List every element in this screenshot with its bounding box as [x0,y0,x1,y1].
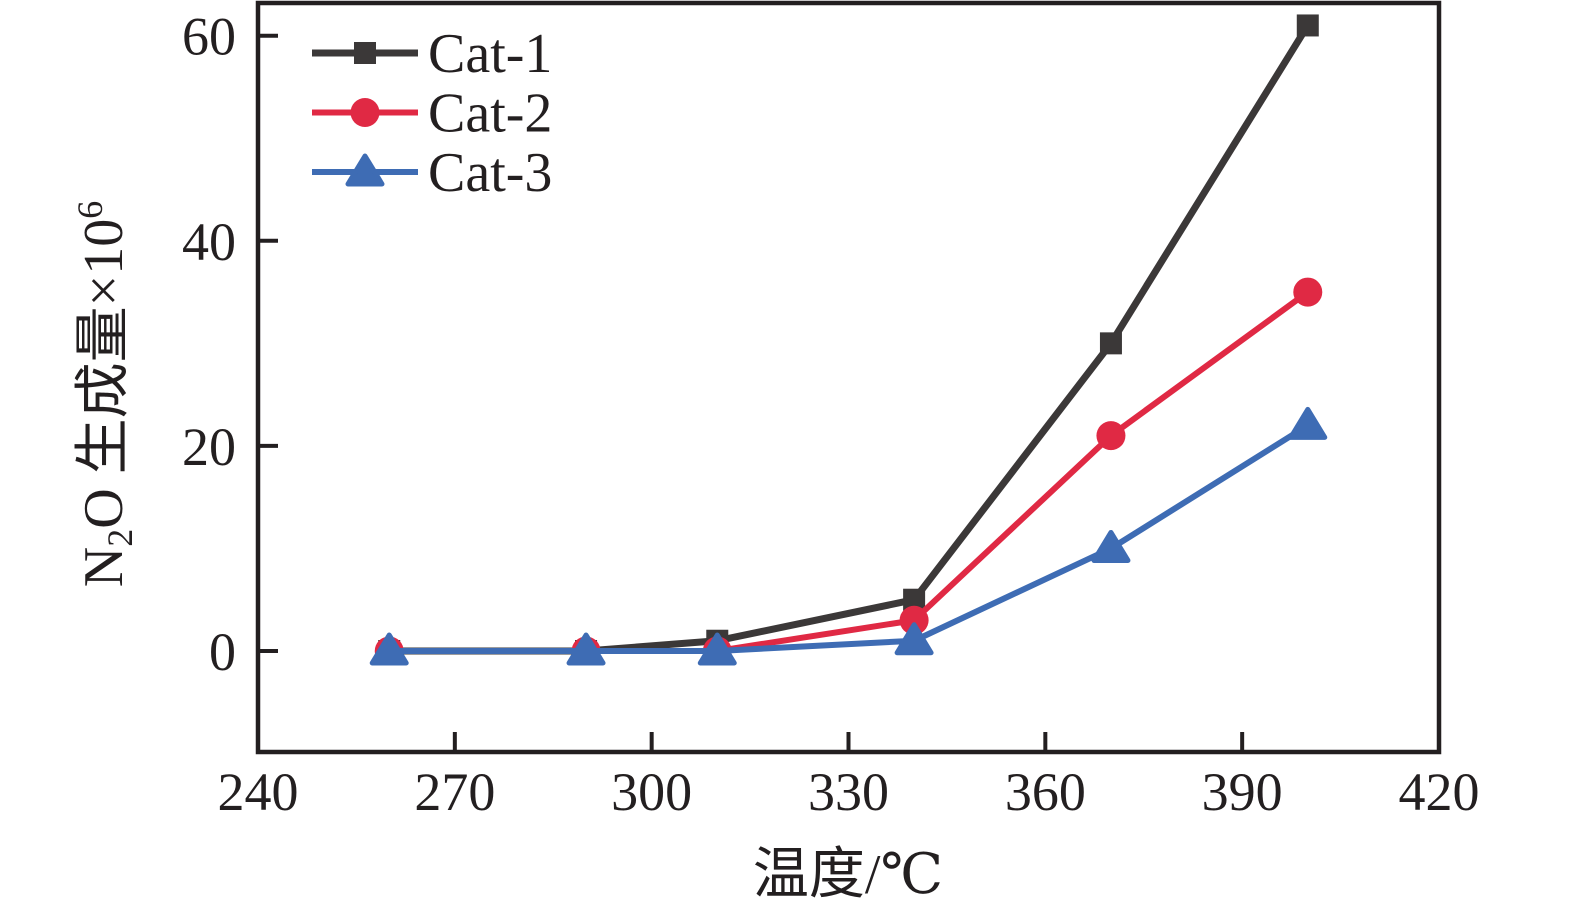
data-point-cat-1 [1099,332,1122,355]
legend-label: Cat-3 [428,142,552,204]
series-cat-3 [369,406,1328,666]
data-point-cat-3 [1091,529,1131,563]
x-tick-label: 330 [808,762,889,822]
series-line-cat-3 [389,422,1310,654]
legend-item-cat-2: Cat-2 [312,83,552,145]
triangle-icon [345,153,385,187]
data-point-cat-1 [903,588,926,611]
y-axis-title-part: 2 [100,529,140,547]
series-line-cat-2 [389,289,1310,654]
plot-area: 0 20 40 60 240 270 300 330 360 390 420 [182,0,1480,822]
legend-label: Cat-1 [428,23,552,85]
legend-label: Cat-2 [428,83,552,145]
x-tick-label: 270 [414,762,495,822]
y-tick-label: 60 [182,7,236,67]
series-layer [369,14,1328,666]
x-tick-label: 300 [611,762,692,822]
y-axis-title-part: 6 [70,201,110,219]
x-tick-label: 390 [1202,762,1283,822]
y-tick-label: 20 [182,417,236,477]
y-tick-label: 0 [209,622,236,682]
data-point-cat-1 [1296,14,1319,37]
x-tick-label: 240 [218,762,299,822]
x-axis-title: 温度/℃ [753,844,943,906]
data-point-cat-2 [1096,421,1126,451]
y-axis-title-part: O 生成量×10 [73,219,135,529]
series-cat-2 [374,277,1323,666]
y-axis-title: N2O 生成量×106 [70,201,140,587]
data-point-cat-2 [899,605,929,635]
x-tick-label: 360 [1005,762,1086,822]
y-tick-label: 40 [182,212,236,272]
data-point-cat-3 [369,632,409,666]
circle-icon [350,98,380,127]
data-point-cat-2 [1293,277,1323,307]
data-point-cat-3 [1288,406,1328,440]
data-point-cat-3 [566,632,606,666]
y-axis-title-part: N [73,547,135,587]
data-point-cat-3 [697,632,737,666]
legend-item-cat-3: Cat-3 [312,142,552,204]
x-tick-label: 420 [1399,762,1480,822]
square-icon [354,42,376,64]
legend-item-cat-1: Cat-1 [312,23,552,85]
data-point-cat-3 [894,622,934,656]
